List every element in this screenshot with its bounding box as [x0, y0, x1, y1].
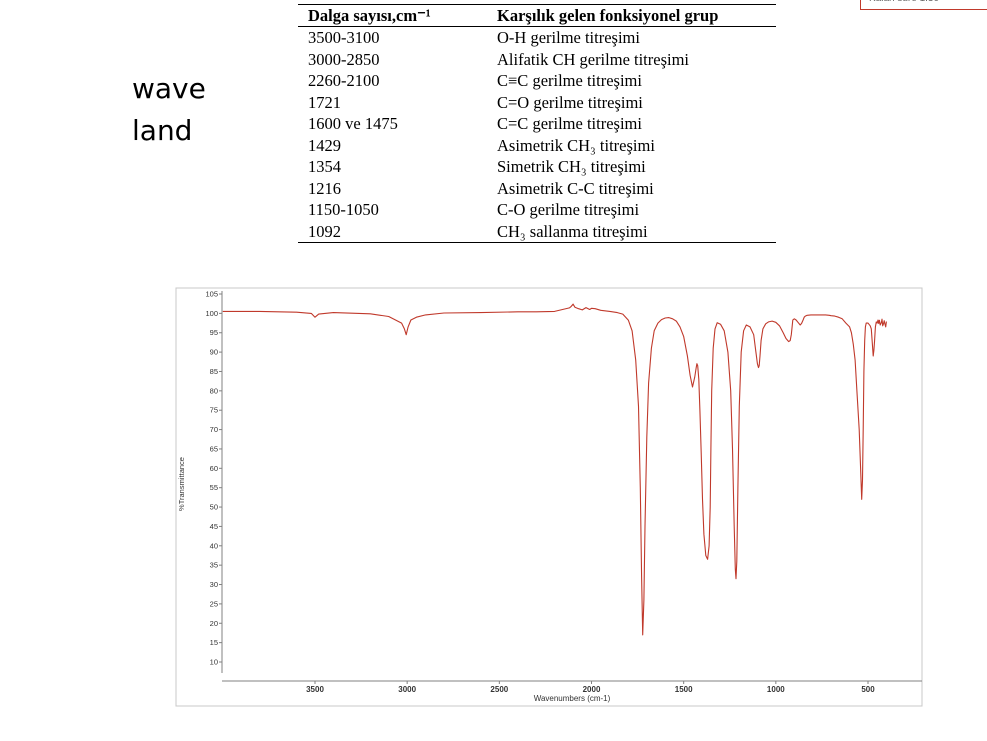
- table-row: 1150-1050 C-O gerilme titreşimi: [298, 199, 776, 221]
- table-cell-wavenumber: 1150-1050: [308, 200, 379, 219]
- y-tick-label: 45: [210, 522, 218, 531]
- table-header-row: Dalga sayısı,cm⁻¹ Karşılık gelen fonksiy…: [298, 5, 776, 26]
- table-row: 1721 C=O gerilme titreşimi: [298, 92, 776, 114]
- table-cell-group: CH₃ sallanma titreşimi: [497, 221, 648, 241]
- table-row: 1600 ve 1475 C=C gerilme titreşimi: [298, 113, 776, 135]
- table-rule-header: [298, 26, 776, 27]
- y-tick-label: 15: [210, 638, 218, 647]
- y-tick-label: 25: [210, 599, 218, 608]
- y-tick-label: 100: [205, 309, 218, 318]
- side-word-wave: wave: [132, 72, 206, 105]
- spectrum-series-line: [222, 303, 887, 636]
- y-ticks: 105 100 95 90 85 80 75 70 65 60 55 50 45 40 35 30 25 20 15…: [205, 290, 222, 667]
- table-header-group: Karşılık gelen fonksiyonel grup: [497, 6, 719, 25]
- table-cell-wavenumber: 3000-2850: [308, 49, 380, 69]
- table-cell-wavenumber: 1600 ve 1475: [308, 114, 398, 133]
- table-cell-wavenumber: 1429: [308, 135, 341, 155]
- y-tick-label: 65: [210, 444, 218, 453]
- x-tick-label: 1500: [675, 685, 693, 694]
- table-row: 1216 Asimetrik C-C titreşimi: [298, 178, 776, 200]
- ir-assignment-table: Dalga sayısı,cm⁻¹ Karşılık gelen fonksiy…: [298, 4, 776, 243]
- table-cell-group: Simetrik CH₃ titreşimi: [497, 157, 646, 176]
- side-word-land: land: [132, 114, 193, 147]
- x-tick-label: 1000: [767, 685, 785, 694]
- chart-frame: [175, 287, 923, 707]
- x-axis-label: Wavenumbers (cm-1): [534, 694, 611, 703]
- table-row: 1354 Simetrik CH₃ titreşimi: [298, 156, 776, 178]
- y-tick-label: 20: [210, 619, 218, 628]
- x-tick-label: 2500: [490, 685, 508, 694]
- table-cell-group: O-H gerilme titreşimi: [497, 28, 640, 47]
- y-tick-label: 30: [210, 580, 218, 589]
- table-body: 3500-3100 O-H gerilme titreşimi 3000-2850 A…: [298, 27, 776, 242]
- table-cell-group: C≡C gerilme titreşimi: [497, 71, 642, 90]
- y-axis-label: %Transmittance: [177, 457, 186, 511]
- y-tick-label: 10: [210, 658, 218, 667]
- table-cell-wavenumber: 3500-3100: [308, 28, 380, 47]
- y-tick-label: 50: [210, 503, 218, 512]
- table-cell-wavenumber: 1092: [308, 221, 341, 241]
- table-cell-wavenumber: 2260-2100: [308, 71, 380, 90]
- y-tick-label: 55: [210, 483, 218, 492]
- table-cell-wavenumber: 1721: [308, 92, 341, 112]
- y-tick-label: 85: [210, 367, 218, 376]
- x-tick-label: 2000: [583, 685, 601, 694]
- table-cell-group: Asimetrik C-C titreşimi: [497, 178, 654, 198]
- side-words: wave land: [132, 68, 206, 152]
- y-tick-label: 95: [210, 328, 218, 337]
- x-tick-label: 3500: [306, 685, 324, 694]
- x-tick-label: 3000: [398, 685, 416, 694]
- y-tick-label: 40: [210, 541, 218, 550]
- y-tick-label: 105: [205, 290, 218, 299]
- table-cell-wavenumber: 1216: [308, 178, 341, 198]
- y-tick-label: 75: [210, 406, 218, 415]
- table-row: 2260-2100 C≡C gerilme titreşimi: [298, 70, 776, 92]
- table-cell-group: C=O gerilme titreşimi: [497, 92, 643, 112]
- table-row: 3000-2850 Alifatik CH gerilme titreşimi: [298, 49, 776, 71]
- y-tick-label: 60: [210, 464, 218, 473]
- table-row: 1429 Asimetrik CH₃ titreşimi: [298, 135, 776, 157]
- table-cell-group: C=C gerilme titreşimi: [497, 114, 642, 133]
- table-rule-top: [298, 4, 776, 5]
- table-row: 1092 CH₃ sallanma titreşimi: [298, 221, 776, 243]
- y-tick-label: 90: [210, 348, 218, 357]
- corner-tag: Kalan süre 1:30: [860, 0, 987, 10]
- table-header-wavenumber: Dalga sayısı,cm⁻¹: [308, 6, 431, 25]
- y-tick-label: 80: [210, 386, 218, 395]
- table-cell-group: C-O gerilme titreşimi: [497, 200, 640, 219]
- table-cell-wavenumber: 1354: [308, 157, 341, 176]
- x-ticks: 3500 3000 2500 2000 1500 1000 500: [306, 681, 875, 694]
- table-rule-bottom: [298, 242, 776, 243]
- y-tick-label: 70: [210, 425, 218, 434]
- table-cell-group: Asimetrik CH₃ titreşimi: [497, 135, 655, 155]
- x-tick-label: 500: [861, 685, 875, 694]
- table-row: 3500-3100 O-H gerilme titreşimi: [298, 27, 776, 49]
- y-tick-label: 35: [210, 561, 218, 570]
- table-cell-group: Alifatik CH gerilme titreşimi: [497, 49, 690, 69]
